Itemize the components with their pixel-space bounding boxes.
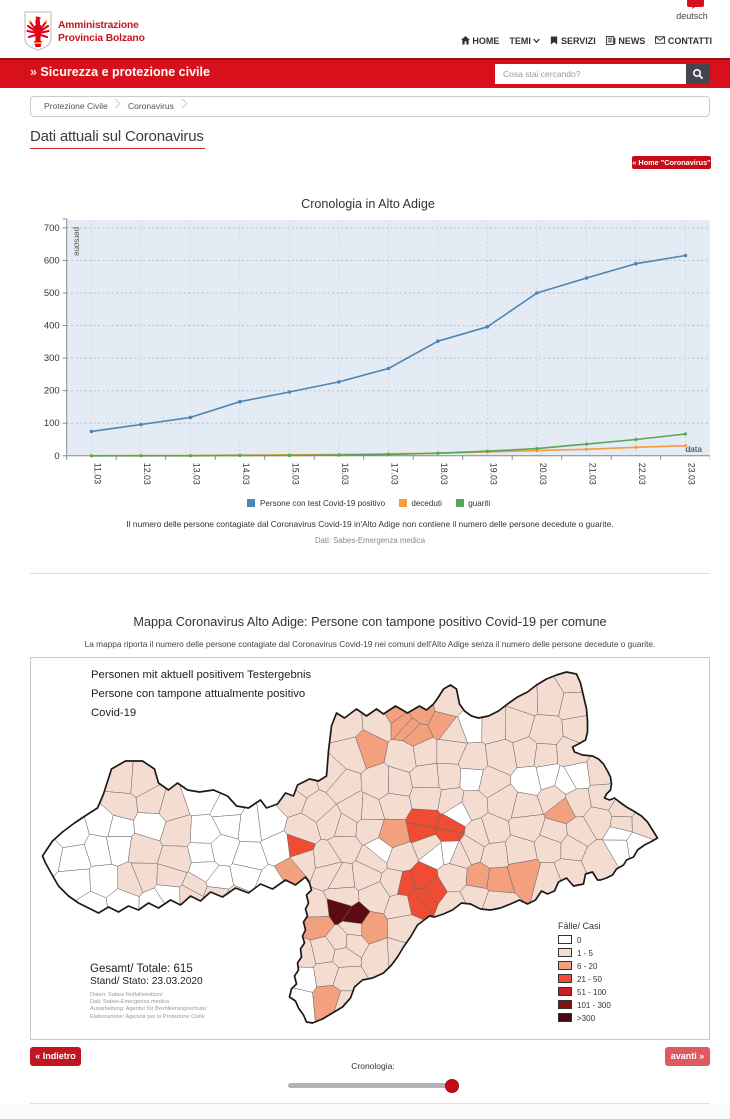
svg-text:20.03: 20.03 bbox=[538, 463, 548, 485]
svg-text:21.03: 21.03 bbox=[588, 463, 598, 485]
svg-text:15.03: 15.03 bbox=[290, 463, 300, 485]
svg-text:14.03: 14.03 bbox=[241, 463, 251, 485]
svg-text:600: 600 bbox=[44, 255, 60, 266]
svg-text:22.03: 22.03 bbox=[637, 463, 647, 485]
svg-text:11.03: 11.03 bbox=[93, 463, 103, 484]
svg-text:19.03: 19.03 bbox=[488, 463, 498, 485]
svg-text:persone: persone bbox=[73, 227, 82, 256]
svg-text:17.03: 17.03 bbox=[389, 463, 399, 485]
svg-text:12.03: 12.03 bbox=[142, 463, 152, 485]
svg-text:700: 700 bbox=[44, 223, 60, 234]
svg-text:13.03: 13.03 bbox=[191, 463, 201, 485]
svg-text:400: 400 bbox=[44, 321, 60, 332]
svg-text:data: data bbox=[685, 444, 702, 454]
svg-text:100: 100 bbox=[44, 418, 60, 429]
svg-text:300: 300 bbox=[44, 353, 60, 364]
svg-text:0: 0 bbox=[54, 451, 59, 462]
svg-text:23.03: 23.03 bbox=[687, 463, 697, 485]
svg-text:500: 500 bbox=[44, 288, 60, 299]
svg-text:18.03: 18.03 bbox=[439, 463, 449, 485]
svg-text:200: 200 bbox=[44, 386, 60, 397]
svg-text:16.03: 16.03 bbox=[340, 463, 350, 485]
